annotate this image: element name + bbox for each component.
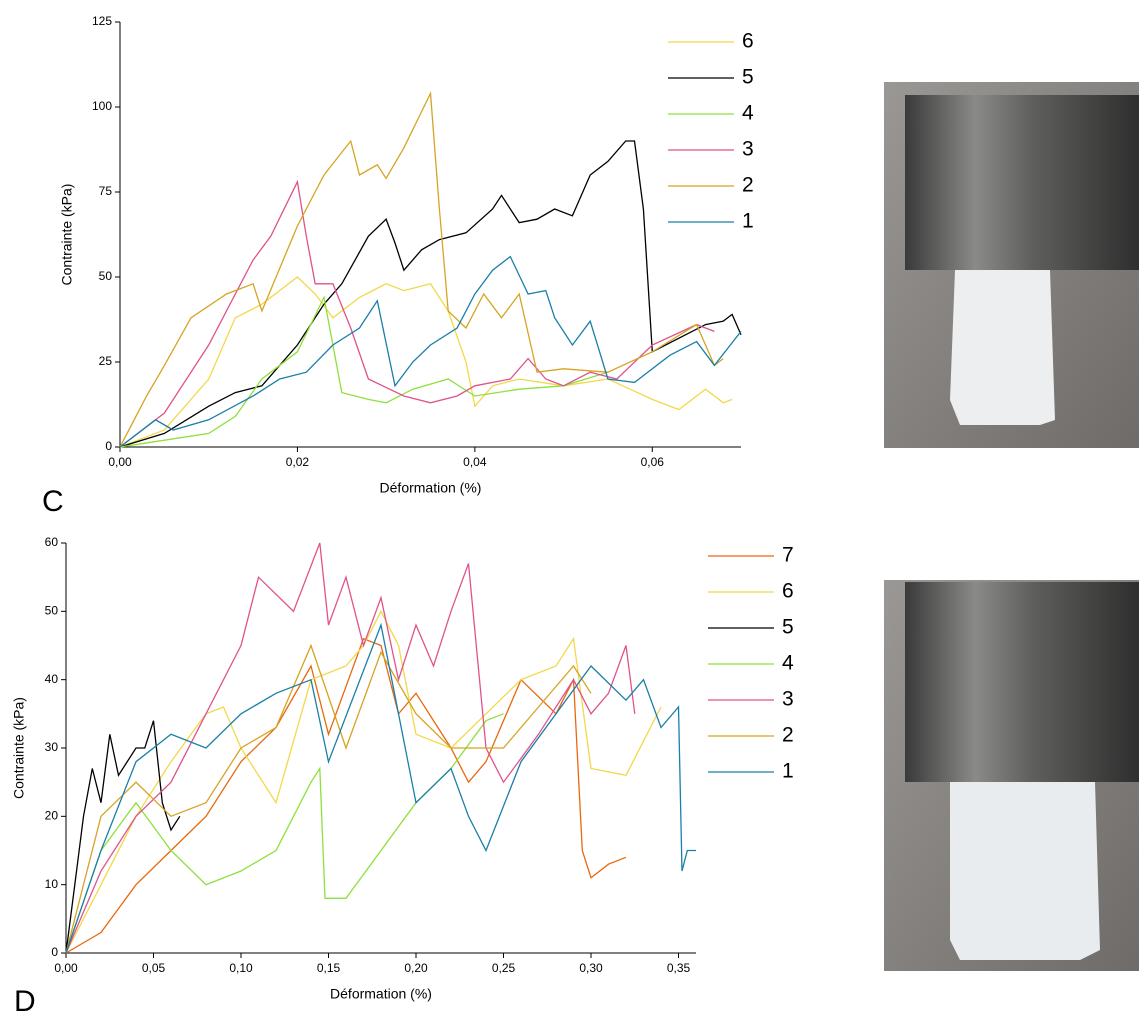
legend-label: 6 bbox=[742, 30, 754, 53]
series-line bbox=[119, 90, 724, 448]
x-tick-label: 0,25 bbox=[492, 961, 516, 975]
series-line bbox=[119, 276, 733, 448]
y-tick-label: 50 bbox=[45, 604, 59, 618]
x-tick-label: 0,02 bbox=[286, 455, 310, 469]
series-line bbox=[65, 713, 504, 954]
y-axis-title: Contrainte (kPa) bbox=[11, 697, 27, 799]
photo-c bbox=[884, 82, 1139, 448]
photo-d bbox=[884, 580, 1139, 971]
x-tick-label: 0,30 bbox=[579, 961, 603, 975]
series-line bbox=[119, 255, 742, 448]
y-tick-label: 20 bbox=[45, 809, 59, 823]
y-tick-label: 50 bbox=[99, 269, 113, 283]
x-tick-label: 0,05 bbox=[142, 961, 166, 975]
legend-label: 4 bbox=[782, 652, 794, 675]
x-tick-label: 0,00 bbox=[108, 455, 132, 469]
x-tick-label: 0,06 bbox=[641, 455, 665, 469]
legend-label: 3 bbox=[742, 138, 754, 161]
y-tick-label: 60 bbox=[45, 535, 59, 549]
y-tick-label: 75 bbox=[99, 184, 113, 198]
x-tick-label: 0,00 bbox=[54, 961, 78, 975]
legend-label: 2 bbox=[742, 174, 754, 197]
legend-label: 2 bbox=[782, 724, 794, 747]
x-axis-title: Déformation (%) bbox=[330, 986, 432, 1002]
legend-label: 3 bbox=[782, 688, 794, 711]
legend-label: 1 bbox=[742, 210, 754, 233]
x-tick-label: 0,20 bbox=[404, 961, 428, 975]
legend-label: 6 bbox=[782, 580, 794, 603]
y-tick-label: 40 bbox=[45, 672, 59, 686]
x-tick-label: 0,04 bbox=[463, 455, 487, 469]
x-tick-label: 0,35 bbox=[667, 961, 691, 975]
series-line bbox=[65, 643, 592, 954]
legend-label: 1 bbox=[782, 760, 794, 783]
y-tick-label: 0 bbox=[105, 439, 112, 453]
legend-label: 4 bbox=[742, 102, 754, 125]
y-axis-title: Contrainte (kPa) bbox=[59, 184, 75, 286]
x-tick-label: 0,10 bbox=[229, 961, 253, 975]
legend-label: 5 bbox=[742, 66, 754, 89]
y-tick-label: 30 bbox=[45, 740, 59, 754]
series-line bbox=[119, 179, 715, 448]
y-tick-label: 25 bbox=[99, 354, 113, 368]
series-line bbox=[65, 609, 662, 954]
y-tick-label: 125 bbox=[92, 14, 112, 28]
panel-label: D bbox=[14, 985, 36, 1018]
panel-label: C bbox=[42, 485, 64, 518]
y-tick-label: 0 bbox=[51, 945, 58, 959]
legend-label: 5 bbox=[782, 616, 794, 639]
series-line bbox=[65, 542, 636, 954]
series-line bbox=[119, 295, 609, 448]
series-line bbox=[65, 622, 696, 954]
series-line bbox=[119, 140, 742, 448]
y-tick-label: 10 bbox=[45, 877, 59, 891]
legend-label: 7 bbox=[782, 544, 794, 567]
y-tick-label: 100 bbox=[92, 99, 112, 113]
x-tick-label: 0,15 bbox=[317, 961, 341, 975]
series-line bbox=[65, 720, 181, 954]
x-axis-title: Déformation (%) bbox=[380, 480, 482, 496]
